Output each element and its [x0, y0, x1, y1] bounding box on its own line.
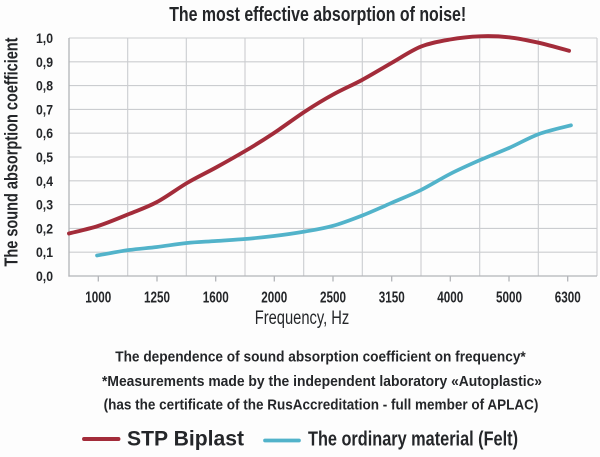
svg-text:0,7: 0,7	[36, 101, 53, 117]
svg-text:1000: 1000	[85, 290, 111, 307]
svg-text:The most effective absorption: The most effective absorption of noise!	[169, 3, 466, 26]
svg-text:The dependence of sound absorp: The dependence of sound absorption coeff…	[115, 350, 526, 366]
svg-text:0,0: 0,0	[36, 268, 53, 284]
svg-text:The ordinary material (Felt): The ordinary material (Felt)	[308, 429, 518, 451]
svg-text:Frequency, Hz: Frequency, Hz	[255, 308, 350, 329]
svg-text:*Measurements made by the inde: *Measurements made by the independent la…	[102, 374, 542, 390]
svg-text:0,6: 0,6	[36, 125, 53, 141]
svg-text:1,0: 1,0	[36, 30, 53, 46]
svg-text:0,8: 0,8	[36, 78, 53, 94]
svg-text:(has the certificate of the Ru: (has the certificate of the RusAccredita…	[104, 398, 539, 414]
svg-text:4000: 4000	[437, 290, 463, 307]
svg-text:2000: 2000	[261, 290, 287, 307]
svg-text:2500: 2500	[320, 290, 346, 307]
svg-text:0,5: 0,5	[36, 149, 53, 165]
svg-text:STP Biplast: STP Biplast	[127, 428, 244, 451]
svg-text:0,4: 0,4	[36, 173, 53, 189]
svg-text:6300: 6300	[555, 290, 581, 307]
svg-text:The sound absorption coefficie: The sound absorption coefficient	[2, 38, 22, 267]
svg-text:1600: 1600	[203, 290, 229, 307]
svg-text:0,9: 0,9	[36, 54, 53, 70]
svg-text:3150: 3150	[379, 290, 405, 307]
svg-text:0,1: 0,1	[36, 244, 53, 260]
svg-text:0,2: 0,2	[36, 220, 53, 236]
svg-text:0,3: 0,3	[36, 197, 53, 213]
svg-text:1250: 1250	[144, 290, 170, 307]
svg-text:5000: 5000	[496, 290, 522, 307]
